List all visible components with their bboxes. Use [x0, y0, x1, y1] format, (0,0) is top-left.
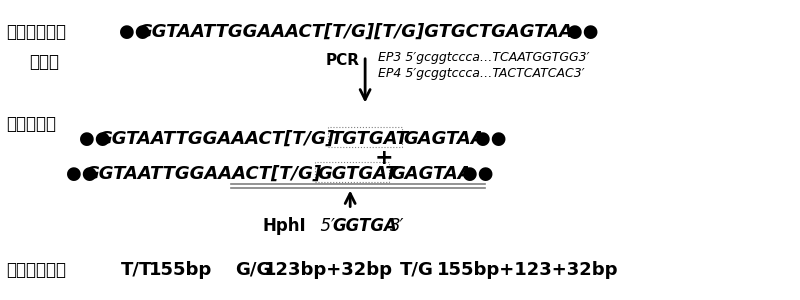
- Text: ●●: ●●: [79, 130, 110, 148]
- Text: ●●: ●●: [119, 23, 150, 41]
- Text: PCR: PCR: [326, 53, 359, 68]
- Text: ●●: ●●: [462, 165, 494, 183]
- Text: 3′: 3′: [390, 218, 405, 236]
- Text: GGTGAT: GGTGAT: [318, 165, 398, 183]
- Text: 基因组序列：: 基因组序列：: [6, 23, 66, 41]
- Text: TGTGAT: TGTGAT: [330, 130, 408, 148]
- Text: 引物：: 引物：: [30, 53, 59, 71]
- Text: EP3 5′gcggtccca…TCAATGGTGG3′: EP3 5′gcggtccca…TCAATGGTGG3′: [378, 51, 590, 64]
- Text: EP4 5′gcggtccca…TACTCATCAC3′: EP4 5′gcggtccca…TACTCATCAC3′: [378, 67, 585, 80]
- Text: GGTAATTGGAAACT[T/G][T/G]GTGCTGAGTAA: GGTAATTGGAAACT[T/G][T/G]GTGCTGAGTAA: [137, 23, 573, 41]
- Text: +: +: [375, 148, 394, 168]
- Text: GGTAATTGGAAACT[T/G]: GGTAATTGGAAACT[T/G]: [97, 130, 334, 148]
- Text: 扩增产物：: 扩增产物：: [6, 115, 56, 133]
- Text: HphI: HphI: [262, 218, 306, 236]
- Text: 155bp+123+32bp: 155bp+123+32bp: [437, 261, 618, 279]
- Text: 155bp: 155bp: [149, 261, 212, 279]
- Text: ●●: ●●: [474, 130, 506, 148]
- Text: GGTGA: GGTGA: [332, 218, 397, 236]
- Text: GAGTAA: GAGTAA: [403, 130, 485, 148]
- Text: 5′: 5′: [310, 218, 335, 236]
- Text: T/G: T/G: [400, 261, 434, 279]
- Text: 123bp+32bp: 123bp+32bp: [263, 261, 393, 279]
- Text: ●●: ●●: [66, 165, 98, 183]
- Text: G/G: G/G: [235, 261, 272, 279]
- Text: GAGTAA: GAGTAA: [390, 165, 472, 183]
- Text: ●●: ●●: [567, 23, 599, 41]
- Text: GGTAATTGGAAACT[T/G]: GGTAATTGGAAACT[T/G]: [84, 165, 322, 183]
- Text: 酵切后片段：: 酵切后片段：: [6, 261, 66, 279]
- Text: T/T: T/T: [121, 261, 152, 279]
